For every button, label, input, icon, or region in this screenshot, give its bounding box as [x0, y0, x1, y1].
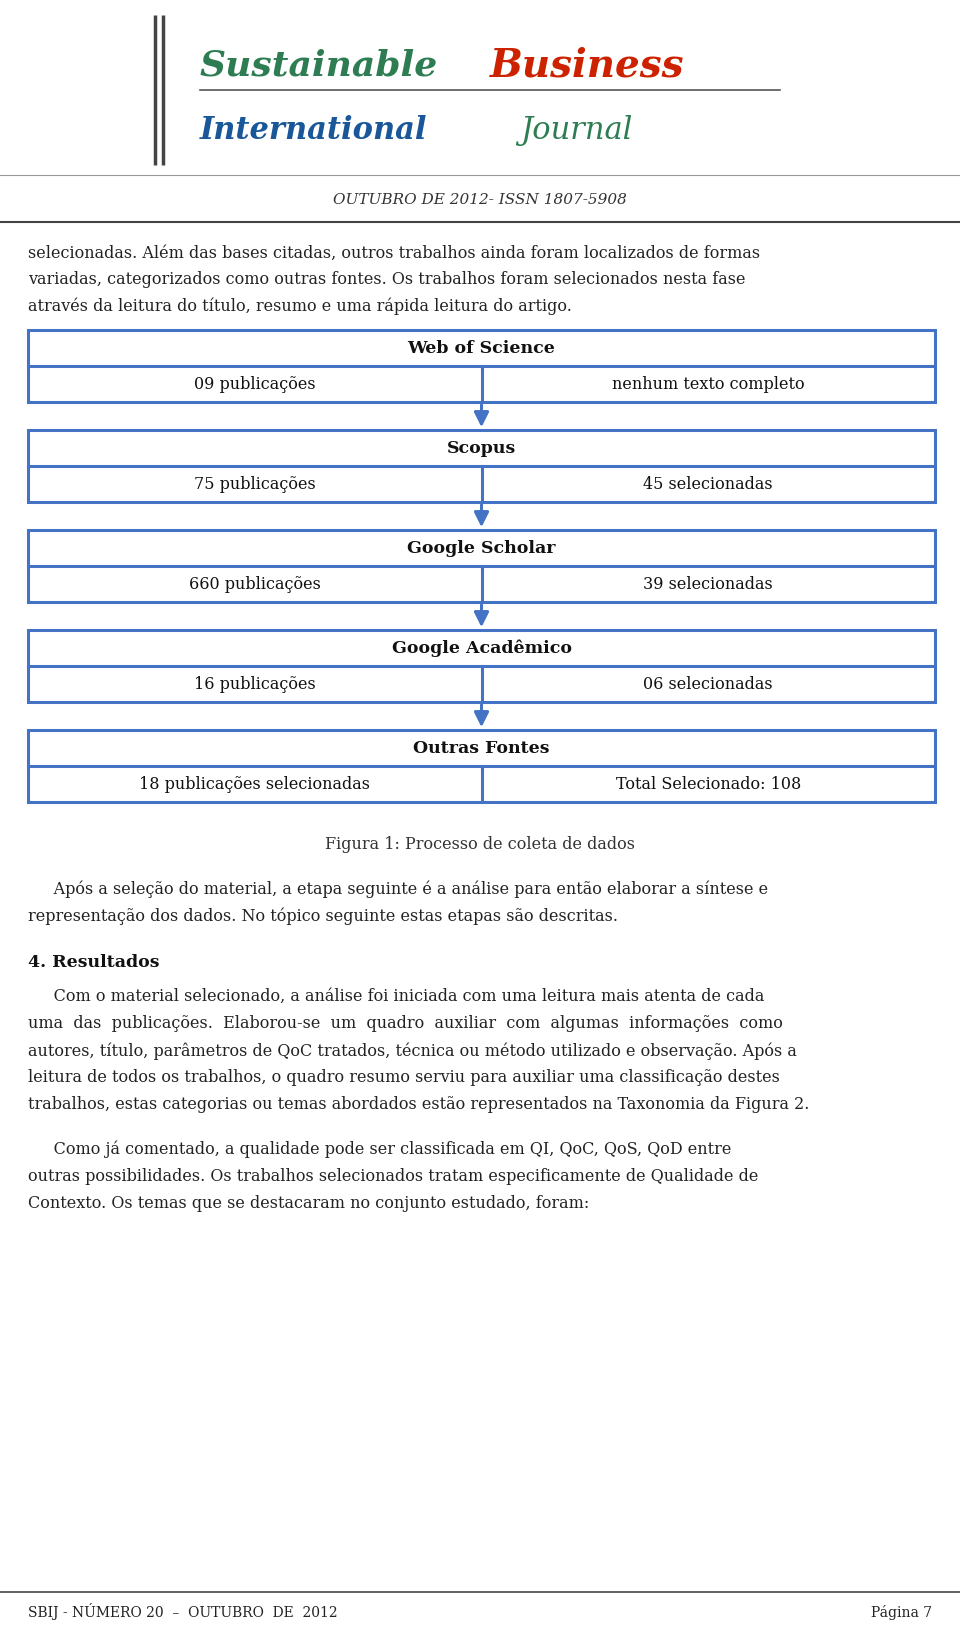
- Text: autores, título, parâmetros de QoC tratados, técnica ou método utilizado e obser: autores, título, parâmetros de QoC trata…: [28, 1042, 797, 1059]
- Text: através da leitura do título, resumo e uma rápida leitura do artigo.: através da leitura do título, resumo e u…: [28, 297, 572, 314]
- Text: 09 publicações: 09 publicações: [194, 376, 316, 392]
- Text: selecionadas. Além das bases citadas, outros trabalhos ainda foram localizados d: selecionadas. Além das bases citadas, ou…: [28, 245, 760, 261]
- Text: Business: Business: [490, 46, 684, 83]
- Text: leitura de todos os trabalhos, o quadro resumo serviu para auxiliar uma classifi: leitura de todos os trabalhos, o quadro …: [28, 1069, 780, 1087]
- Text: trabalhos, estas categorias ou temas abordados estão representados na Taxonomia : trabalhos, estas categorias ou temas abo…: [28, 1096, 809, 1113]
- Text: Sustainable: Sustainable: [200, 47, 439, 82]
- Text: Total Selecionado: 108: Total Selecionado: 108: [615, 776, 801, 792]
- Text: variadas, categorizados como outras fontes. Os trabalhos foram selecionados nest: variadas, categorizados como outras font…: [28, 271, 746, 288]
- Text: 4. Resultados: 4. Resultados: [28, 954, 159, 971]
- Text: Como já comentado, a qualidade pode ser classificada em QI, QoC, QoS, QoD entre: Como já comentado, a qualidade pode ser …: [28, 1141, 732, 1159]
- Bar: [28, 631, 935, 703]
- Text: Google Scholar: Google Scholar: [407, 539, 556, 557]
- Text: outras possibilidades. Os trabalhos selecionados tratam especificamente de Quali: outras possibilidades. Os trabalhos sele…: [28, 1168, 758, 1185]
- Text: Figura 1: Processo de coleta de dados: Figura 1: Processo de coleta de dados: [325, 835, 635, 853]
- Text: 45 selecionadas: 45 selecionadas: [643, 475, 773, 492]
- Text: representação dos dados. No tópico seguinte estas etapas são descritas.: representação dos dados. No tópico segui…: [28, 907, 618, 925]
- Bar: [28, 529, 935, 601]
- Text: 16 publicações: 16 publicações: [194, 675, 316, 693]
- Bar: [28, 430, 935, 502]
- Bar: [28, 330, 935, 402]
- Text: 75 publicações: 75 publicações: [194, 475, 316, 492]
- Text: 18 publicações selecionadas: 18 publicações selecionadas: [139, 776, 371, 792]
- Text: Scopus: Scopus: [446, 440, 516, 456]
- Text: Outras Fontes: Outras Fontes: [413, 740, 550, 757]
- Text: 660 publicações: 660 publicações: [189, 575, 321, 593]
- Text: OUTUBRO DE 2012- ISSN 1807-5908: OUTUBRO DE 2012- ISSN 1807-5908: [333, 193, 627, 208]
- Text: Contexto. Os temas que se destacaram no conjunto estudado, foram:: Contexto. Os temas que se destacaram no …: [28, 1194, 589, 1212]
- Text: SBIJ - NÚMERO 20  –  OUTUBRO  DE  2012: SBIJ - NÚMERO 20 – OUTUBRO DE 2012: [28, 1603, 338, 1621]
- Text: uma  das  publicações.  Elaborou-se  um  quadro  auxiliar  com  algumas  informa: uma das publicações. Elaborou-se um quad…: [28, 1015, 782, 1033]
- Text: 39 selecionadas: 39 selecionadas: [643, 575, 773, 593]
- Text: International: International: [200, 114, 427, 145]
- Text: Página 7: Página 7: [871, 1605, 932, 1619]
- Text: Google Acadêmico: Google Acadêmico: [392, 639, 571, 657]
- Text: Com o material selecionado, a análise foi iniciada com uma leitura mais atenta d: Com o material selecionado, a análise fo…: [28, 989, 764, 1005]
- Text: Journal: Journal: [520, 114, 633, 145]
- Text: nenhum texto completo: nenhum texto completo: [612, 376, 804, 392]
- Text: Após a seleção do material, a etapa seguinte é a análise para então elaborar a s: Após a seleção do material, a etapa segu…: [28, 881, 768, 897]
- Bar: [28, 730, 935, 802]
- Text: 06 selecionadas: 06 selecionadas: [643, 675, 773, 693]
- Text: Web of Science: Web of Science: [408, 340, 556, 356]
